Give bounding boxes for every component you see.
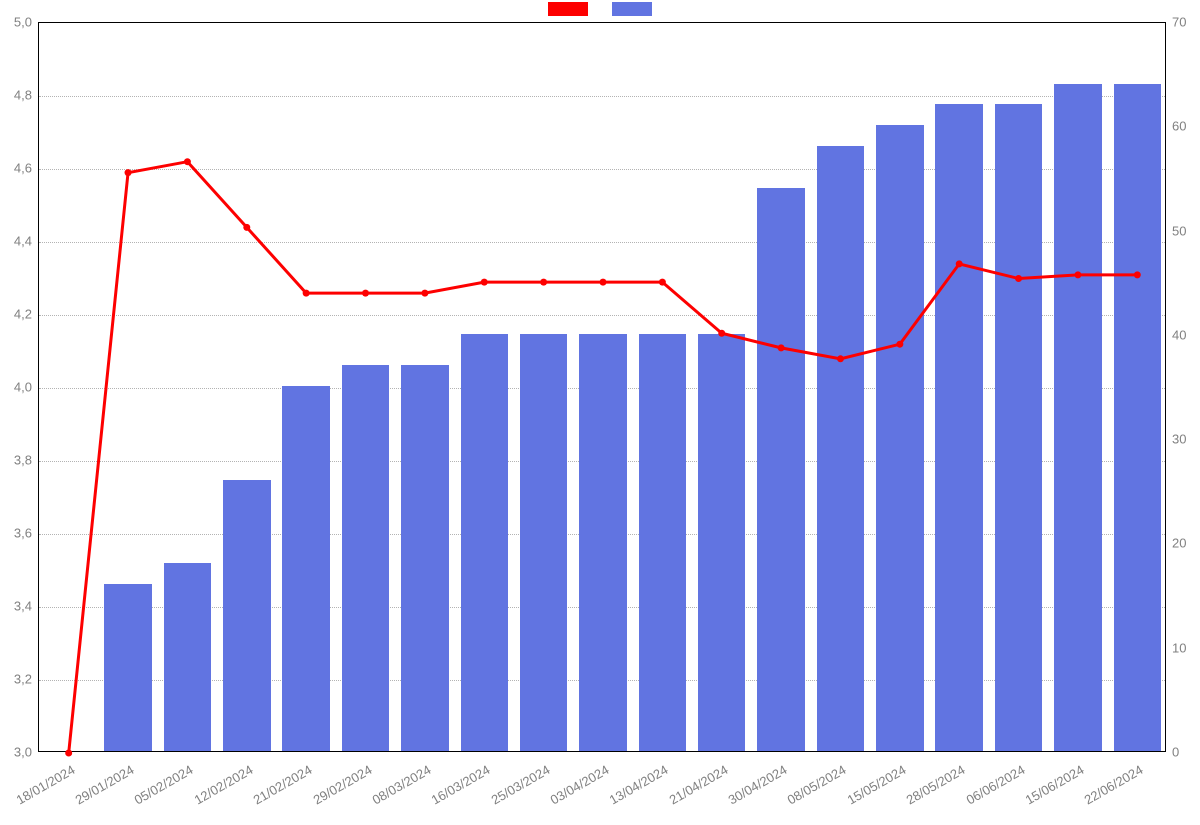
line-marker xyxy=(778,344,785,351)
tick-left: 3,6 xyxy=(14,526,32,541)
line-marker xyxy=(303,290,310,297)
tick-left: 4,6 xyxy=(14,161,32,176)
line-marker xyxy=(184,158,191,165)
tick-left: 3,0 xyxy=(14,745,32,760)
line-marker xyxy=(659,279,666,286)
line-marker xyxy=(1074,271,1081,278)
line-marker xyxy=(243,224,250,231)
line-series xyxy=(69,162,1138,753)
line-marker xyxy=(481,279,488,286)
tick-right: 70 xyxy=(1172,15,1186,30)
tick-right: 20 xyxy=(1172,536,1186,551)
line-layer xyxy=(39,23,1167,753)
line-marker xyxy=(65,750,72,757)
tick-right: 50 xyxy=(1172,223,1186,238)
line-marker xyxy=(125,169,132,176)
line-marker xyxy=(540,279,547,286)
line-marker xyxy=(718,330,725,337)
tick-left: 4,2 xyxy=(14,307,32,322)
line-marker xyxy=(896,341,903,348)
line-marker xyxy=(421,290,428,297)
tick-right: 10 xyxy=(1172,640,1186,655)
tick-right: 0 xyxy=(1172,745,1179,760)
tick-left: 4,4 xyxy=(14,234,32,249)
tick-right: 30 xyxy=(1172,432,1186,447)
tick-left: 5,0 xyxy=(14,15,32,30)
legend xyxy=(0,0,1200,20)
line-marker xyxy=(1015,275,1022,282)
tick-left: 3,4 xyxy=(14,599,32,614)
plot-area xyxy=(38,22,1166,752)
line-marker xyxy=(362,290,369,297)
tick-right: 40 xyxy=(1172,327,1186,342)
line-marker xyxy=(600,279,607,286)
tick-left: 4,0 xyxy=(14,380,32,395)
line-marker xyxy=(956,260,963,267)
tick-right: 60 xyxy=(1172,119,1186,134)
tick-left: 3,2 xyxy=(14,672,32,687)
line-marker xyxy=(837,355,844,362)
tick-left: 4,8 xyxy=(14,88,32,103)
legend-swatch-line xyxy=(548,2,588,16)
legend-swatch-bar xyxy=(612,2,652,16)
tick-left: 3,8 xyxy=(14,453,32,468)
chart-root: 3,0 3,2 3,4 3,6 3,8 4,0 4,2 4,4 4,6 4,8 5,0 0 10 20 3… xyxy=(0,0,1200,800)
line-marker xyxy=(1134,271,1141,278)
